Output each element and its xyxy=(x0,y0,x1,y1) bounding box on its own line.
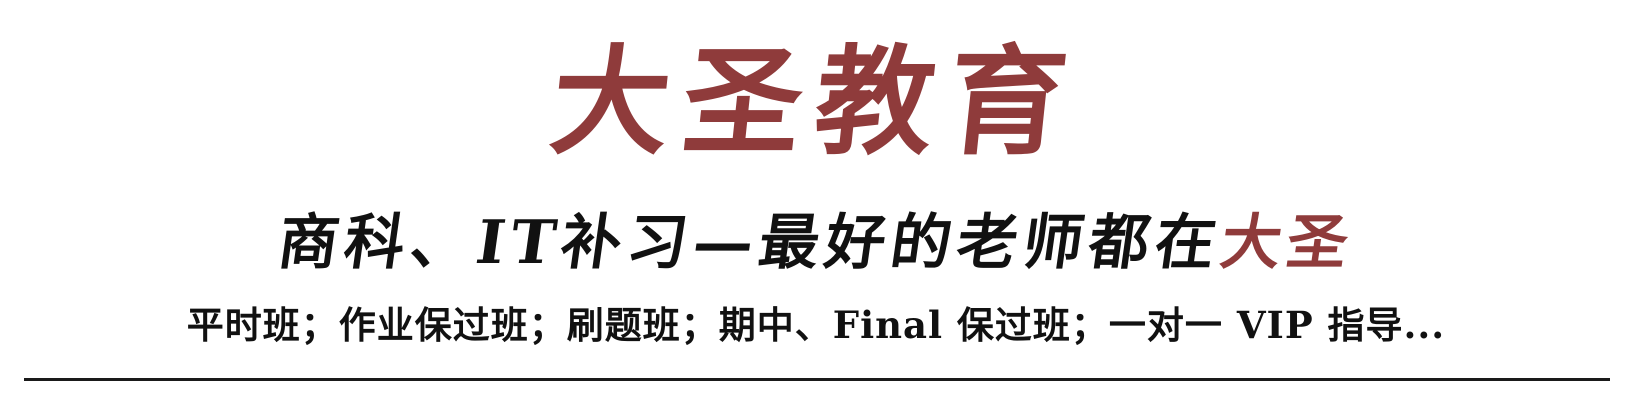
divider-line xyxy=(24,378,1610,381)
slogan-main: 商科、IT补习—最好的老师都在 xyxy=(273,208,1227,278)
slogan-highlight: 大圣 xyxy=(1216,208,1359,278)
brand-title: 大圣教育 xyxy=(544,32,1088,171)
slogan: 商科、IT补习—最好的老师都在大圣 xyxy=(0,203,1632,283)
class-offerings: 平时班；作业保过班；刷题班；期中、Final 保过班；一对一 VIP 指导... xyxy=(186,303,1446,347)
